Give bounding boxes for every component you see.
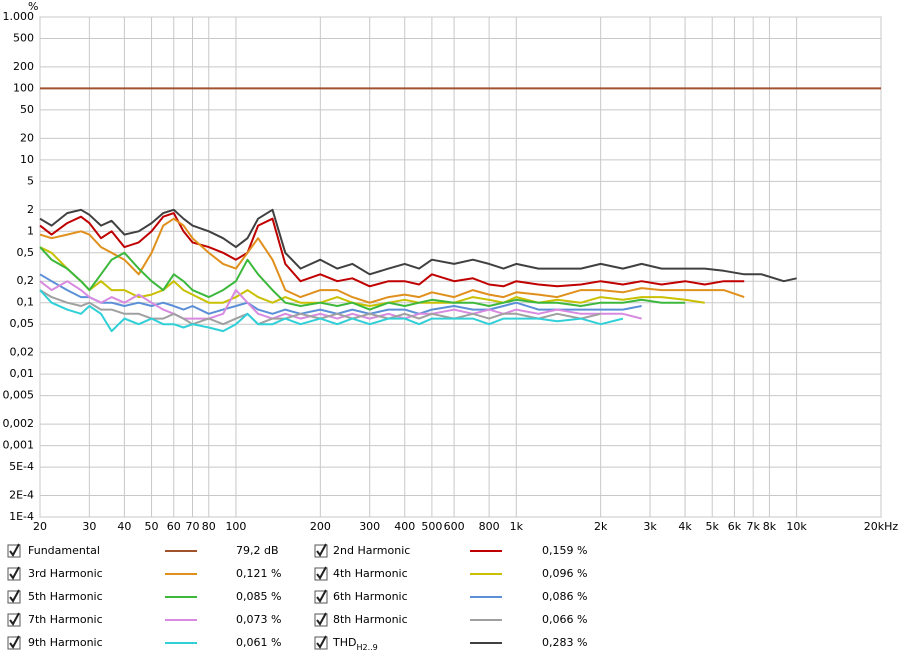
checkbox-check [9, 566, 20, 580]
checkbox-check [316, 589, 327, 603]
checkbox-check [9, 635, 20, 649]
legend-value: 0,073 % [236, 613, 281, 626]
y-tick-label: 0,02 [10, 346, 35, 359]
x-tick-label: 100 [225, 520, 246, 533]
x-tick-label: 20kHz [864, 520, 899, 533]
y-tick-label: 0,5 [17, 246, 35, 259]
legend-value: 0,283 % [542, 636, 587, 649]
legend-name: 2nd Harmonic [333, 544, 410, 557]
y-tick-label: 1E-4 [9, 510, 34, 523]
y-tick-label: 500 [13, 32, 34, 45]
y-tick-label: 1.000 [3, 10, 35, 23]
y-tick-label: 1 [27, 224, 34, 237]
legend-name: 8th Harmonic [333, 613, 408, 626]
y-tick-label: 2E-4 [9, 488, 34, 501]
x-tick-label: 7k [746, 520, 760, 533]
legend-name: Fundamental [28, 544, 100, 557]
y-tick-label: 50 [20, 103, 34, 116]
x-tick-label: 20 [33, 520, 47, 533]
legend-value: 0,061 % [236, 636, 281, 649]
x-tick-label: 30 [82, 520, 96, 533]
checkbox-check [316, 566, 327, 580]
y-tick-label: 0,002 [3, 417, 35, 430]
y-tick-label: 0,05 [10, 317, 35, 330]
x-tick-label: 600 [444, 520, 465, 533]
legend-name: 7th Harmonic [28, 613, 103, 626]
series-line [39, 289, 601, 326]
legend-name: THDH2..9 [332, 636, 378, 652]
legend-value: 0,086 % [542, 590, 587, 603]
x-tick-label: 8k [763, 520, 777, 533]
checkbox-check [9, 589, 20, 603]
x-tick-label: 800 [479, 520, 500, 533]
legend-value: 79,2 dB [236, 544, 279, 557]
y-tick-label: 20 [20, 131, 34, 144]
legend-name: 9th Harmonic [28, 636, 103, 649]
x-tick-label: 400 [394, 520, 415, 533]
checkbox-check [316, 612, 327, 626]
legend-value: 0,096 % [542, 567, 587, 580]
series-line [39, 273, 642, 315]
x-tick-label: 500 [421, 520, 442, 533]
x-tick-label: 10k [786, 520, 807, 533]
x-tick-label: 70 [186, 520, 200, 533]
checkbox-check [316, 635, 327, 649]
checkbox-check [9, 612, 20, 626]
legend-subscript: H2..9 [356, 643, 377, 652]
legend-value: 0,159 % [542, 544, 587, 557]
y-tick-label: 2 [27, 203, 34, 216]
x-tick-label: 2k [594, 520, 608, 533]
x-tick-label: 60 [167, 520, 181, 533]
y-tick-label: 10 [20, 153, 34, 166]
legend-value: 0,066 % [542, 613, 587, 626]
legend-value: 0,121 % [236, 567, 281, 580]
x-tick-label: 300 [359, 520, 380, 533]
series-line [39, 217, 745, 304]
legend-name: 6th Harmonic [333, 590, 408, 603]
y-tick-label: 5E-4 [9, 460, 34, 473]
checkbox-check [316, 543, 327, 557]
x-tick-label: 1k [510, 520, 524, 533]
y-tick-label: 0,005 [3, 389, 35, 402]
plot-area [39, 16, 882, 518]
x-tick-label: 5k [706, 520, 720, 533]
x-tick-label: 40 [117, 520, 131, 533]
x-tick-label: 3k [643, 520, 657, 533]
series-line [39, 246, 686, 311]
y-tick-label: 200 [13, 60, 34, 73]
y-tick-label: 0,2 [17, 274, 35, 287]
x-tick-label: 50 [145, 520, 159, 533]
x-tick-label: 4k [678, 520, 692, 533]
x-tick-label: 80 [202, 520, 216, 533]
y-tick-label: 5 [27, 174, 34, 187]
legend-value: 0,085 % [236, 590, 281, 603]
checkbox-check [9, 543, 20, 557]
series-line [39, 289, 624, 333]
legend-name: 5th Harmonic [28, 590, 103, 603]
series-line [39, 208, 797, 283]
series-line [39, 246, 705, 307]
y-tick-label: 0,01 [10, 367, 35, 380]
legend-name: 4th Harmonic [333, 567, 408, 580]
legend-name: 3rd Harmonic [28, 567, 103, 580]
x-tick-label: 200 [310, 520, 331, 533]
y-axis-label: % [28, 0, 38, 13]
series-line [39, 212, 745, 288]
y-tick-label: 0,001 [3, 439, 35, 452]
y-tick-label: 100 [13, 81, 34, 94]
y-tick-label: 0,1 [17, 296, 35, 309]
x-tick-label: 6k [728, 520, 742, 533]
series-line [39, 280, 642, 320]
